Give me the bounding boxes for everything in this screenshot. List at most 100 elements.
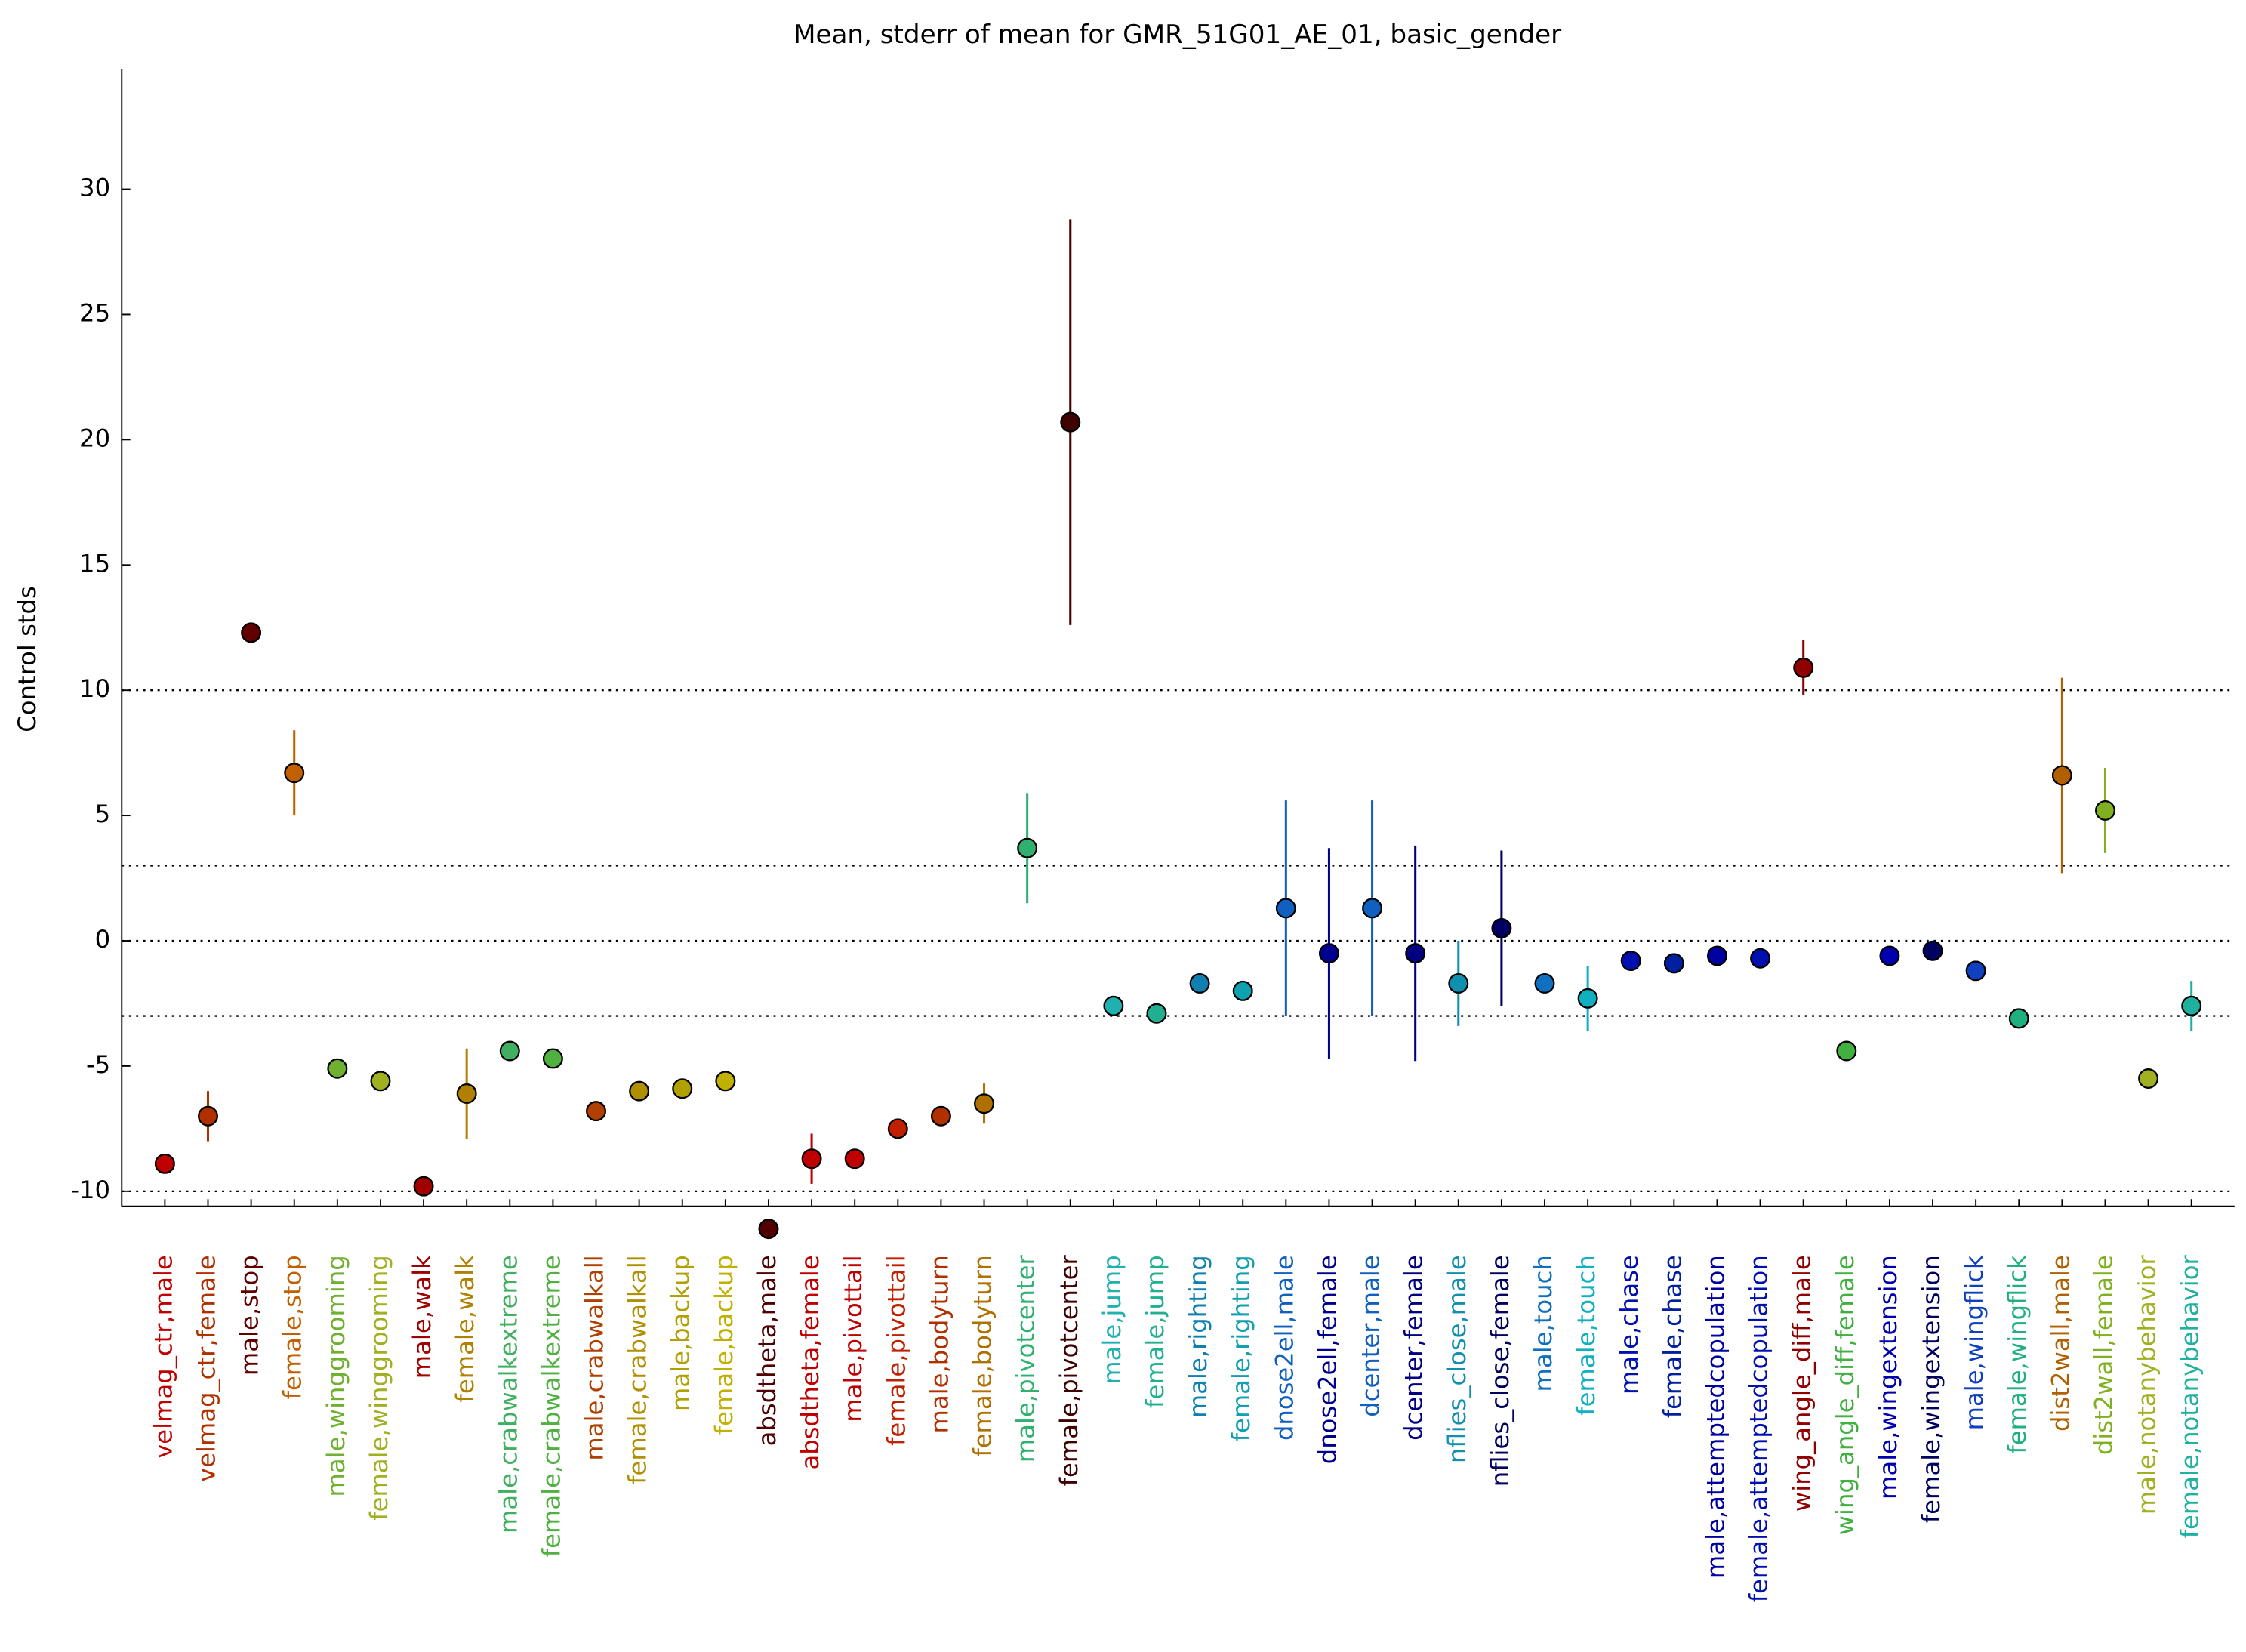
mean-marker: [758, 1219, 779, 1240]
x-tick-label: male,attemptedcopulation: [1701, 1255, 1730, 1579]
x-tick-label: female,jump: [1141, 1255, 1169, 1408]
y-tick-label: 5: [95, 800, 111, 828]
mean-marker: [844, 1148, 865, 1170]
mean-marker: [327, 1058, 348, 1079]
y-tick-label: 15: [79, 549, 110, 578]
mean-marker: [1232, 980, 1253, 1001]
x-tick-label: wing_angle_diff,male: [1788, 1255, 1816, 1512]
mean-marker: [499, 1040, 520, 1062]
mean-marker: [241, 622, 262, 643]
y-tick-label: 20: [79, 424, 110, 452]
mean-marker: [1103, 995, 1124, 1016]
y-tick-label: 30: [79, 174, 110, 202]
mean-marker: [1534, 972, 1555, 994]
x-tick-label: female,winggrooming: [365, 1255, 393, 1520]
mean-marker: [1189, 972, 1210, 994]
mean-marker: [887, 1118, 908, 1139]
x-tick-label: male,pivottail: [839, 1255, 867, 1422]
x-tick-label: female,crabwalkall: [624, 1255, 652, 1484]
mean-marker: [1922, 940, 1943, 961]
x-tick-label: female,wingextension: [1917, 1255, 1946, 1523]
x-tick-label: male,chase: [1615, 1255, 1644, 1395]
x-tick-label: absdtheta,female: [796, 1255, 824, 1469]
x-tick-label: male,jump: [1098, 1255, 1126, 1385]
mean-marker: [930, 1105, 951, 1127]
mean-marker: [1405, 943, 1426, 964]
x-tick-label: female,righting: [1227, 1255, 1255, 1441]
x-tick-label: dnose2ell,male: [1270, 1255, 1299, 1441]
mean-marker: [284, 763, 305, 784]
mean-marker: [1706, 945, 1727, 966]
x-tick-label: male,bodyturn: [925, 1255, 954, 1433]
x-tick-label: dnose2ell,female: [1313, 1255, 1342, 1464]
x-tick-label: absdtheta,male: [753, 1255, 781, 1446]
x-tick-label: female,notanybehavior: [2176, 1255, 2204, 1539]
x-tick-label: male,winggrooming: [322, 1255, 350, 1496]
mean-marker: [2051, 765, 2072, 786]
x-tick-label: male,walk: [408, 1255, 436, 1379]
x-tick-label: male,stop: [236, 1255, 264, 1376]
mean-marker: [715, 1071, 736, 1092]
x-tick-label: velmag_ctr,female: [192, 1255, 220, 1482]
x-tick-label: male,touch: [1529, 1255, 1557, 1392]
mean-marker: [2095, 800, 2115, 821]
mean-marker: [801, 1148, 822, 1170]
mean-marker: [542, 1048, 563, 1069]
x-tick-label: male,wingextension: [1874, 1255, 1902, 1499]
x-tick-label: male,backup: [667, 1255, 695, 1411]
chart-title: Mean, stderr of mean for GMR_51G01_AE_01…: [793, 20, 1562, 50]
x-tick-label: male,wingflick: [1960, 1255, 1989, 1430]
x-tick-label: dcenter,female: [1400, 1255, 1428, 1441]
x-tick-label: male,crabwalkall: [581, 1255, 609, 1460]
mean-marker: [1577, 988, 1598, 1009]
mean-marker: [1663, 953, 1684, 974]
x-tick-label: female,chase: [1658, 1255, 1687, 1418]
mean-marker: [1750, 948, 1771, 969]
mean-marker: [2181, 995, 2202, 1016]
mean-marker: [1017, 837, 1038, 858]
x-tick-label: female,wingflick: [2003, 1255, 2032, 1454]
mean-marker: [1060, 411, 1081, 433]
x-tick-label: female,crabwalkextreme: [537, 1255, 565, 1557]
x-tick-label: female,bodyturn: [969, 1255, 997, 1456]
mean-marker: [1448, 972, 1469, 994]
x-tick-label: female,attemptedcopulation: [1745, 1255, 1773, 1602]
mean-marker: [1879, 945, 1900, 966]
x-tick-label: dcenter,male: [1357, 1255, 1385, 1416]
x-tick-label: male,notanybehavior: [2133, 1255, 2161, 1515]
x-tick-label: male,pivotcenter: [1012, 1255, 1040, 1463]
mean-marker: [1836, 1040, 1857, 1062]
y-tick-label: -5: [86, 1050, 110, 1079]
x-tick-label: female,backup: [710, 1255, 738, 1435]
x-tick-label: female,pivottail: [882, 1255, 910, 1446]
mean-marker: [370, 1071, 391, 1092]
mean-marker: [1318, 943, 1339, 964]
x-tick-label: wing_angle_diff,female: [1831, 1255, 1859, 1535]
mean-marker: [1362, 898, 1383, 919]
mean-marker: [672, 1078, 693, 1099]
mean-marker: [2008, 1008, 2029, 1029]
x-tick-label: female,pivotcenter: [1055, 1255, 1083, 1487]
y-tick-label: -10: [70, 1176, 110, 1204]
mean-marker: [974, 1093, 995, 1114]
y-tick-label: 0: [95, 925, 111, 954]
y-axis-label: Control stds: [13, 586, 42, 732]
mean-marker: [1965, 960, 1986, 982]
x-tick-label: nflies_close,male: [1443, 1255, 1471, 1463]
x-tick-label: nflies_close,female: [1486, 1255, 1514, 1487]
mean-marker: [1275, 898, 1296, 919]
mean-marker: [1491, 917, 1512, 938]
mean-marker: [1793, 657, 1814, 678]
y-tick-label: 25: [79, 298, 110, 327]
x-tick-label: female,walk: [451, 1255, 479, 1403]
mean-marker: [586, 1101, 606, 1122]
mean-marker: [413, 1176, 434, 1197]
mean-marker: [154, 1153, 175, 1174]
mean-marker: [198, 1105, 218, 1127]
x-tick-label: male,righting: [1184, 1255, 1212, 1418]
mean-marker: [456, 1083, 477, 1104]
mean-marker: [629, 1080, 650, 1102]
x-tick-label: velmag_ctr,male: [149, 1255, 177, 1459]
x-tick-label: dist2wall,female: [2089, 1255, 2118, 1455]
